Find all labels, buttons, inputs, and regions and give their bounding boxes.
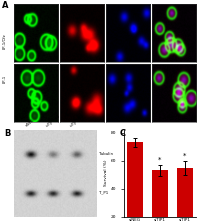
Text: LP-1: LP-1 — [3, 74, 7, 83]
Text: TOTC-3: TOTC-3 — [106, 0, 121, 4]
Text: siTJP1 #2: siTJP1 #2 — [69, 114, 84, 128]
Text: *: * — [158, 157, 162, 163]
Text: Merge: Merge — [152, 0, 164, 4]
Bar — [177, 168, 193, 221]
Text: C: C — [120, 129, 126, 138]
Y-axis label: Survival (%): Survival (%) — [104, 160, 108, 187]
Text: *: * — [183, 152, 186, 158]
Text: TJP1: TJP1 — [14, 0, 23, 4]
Text: TA2: TA2 — [60, 0, 67, 4]
Text: A: A — [2, 1, 8, 10]
Text: siNEG: siNEG — [25, 118, 36, 128]
Text: B: B — [4, 129, 10, 138]
Text: LP-1/Cfz: LP-1/Cfz — [3, 33, 7, 49]
Text: siTJP1 #1: siTJP1 #1 — [45, 114, 60, 128]
Bar — [152, 170, 168, 221]
Bar — [127, 142, 143, 221]
Text: Tubulin: Tubulin — [99, 152, 113, 156]
Text: T_P1: T_P1 — [99, 190, 109, 194]
